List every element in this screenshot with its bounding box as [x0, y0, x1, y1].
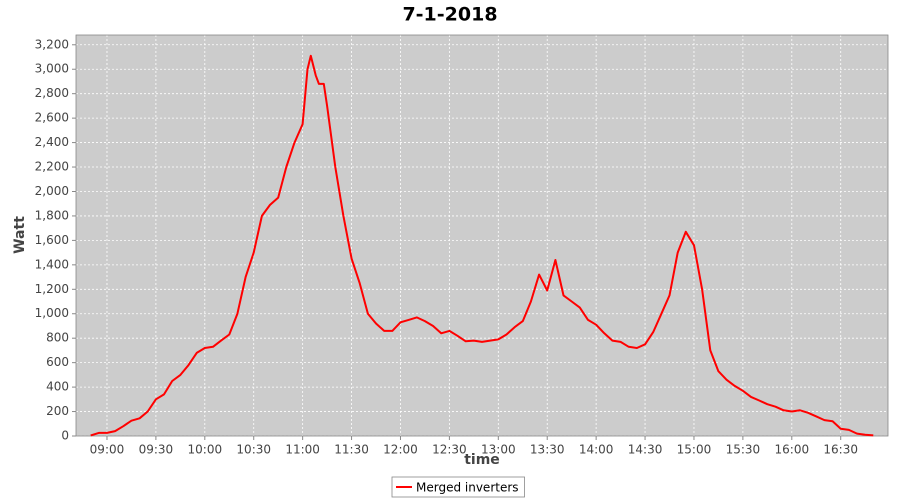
y-tick-label: 0 [61, 429, 69, 443]
y-tick-label: 2,600 [35, 111, 69, 125]
x-tick-label: 14:30 [628, 443, 663, 457]
plot-border [75, 34, 889, 437]
x-tick-label: 15:30 [726, 443, 761, 457]
y-tick-label: 2,000 [35, 184, 69, 198]
x-tick-label: 09:30 [139, 443, 174, 457]
x-tick-label: 09:00 [90, 443, 125, 457]
line [90, 54, 874, 437]
x-tick-label: 12:00 [383, 443, 418, 457]
x-tick-label: 10:00 [188, 443, 223, 457]
y-tick-label: 600 [46, 355, 69, 369]
y-tick-label: 2,400 [35, 135, 69, 149]
x-tick-label: 14:00 [579, 443, 614, 457]
y-tick-label: 800 [46, 331, 69, 345]
x-tick-label: 11:30 [334, 443, 369, 457]
y-tick-label: 1,200 [35, 282, 69, 296]
y-tick-label: 3,200 [35, 37, 69, 51]
y-tick-label: 2,200 [35, 160, 69, 174]
x-tick-label: 11:00 [285, 443, 320, 457]
x-tick-label: 12:30 [432, 443, 467, 457]
y-tick-label: 1,000 [35, 306, 69, 320]
y-tick-label: 1,600 [35, 233, 69, 247]
y-tick-label: 400 [46, 380, 69, 394]
y-tick-label: 2,800 [35, 86, 69, 100]
x-tick-label: 13:00 [481, 443, 516, 457]
plot-area [76, 35, 888, 436]
y-tick-label: 3,000 [35, 62, 69, 76]
chart-title: 7-1-2018 [402, 4, 497, 26]
x-tick-label: 10:30 [236, 443, 271, 457]
x-tick-label: 16:00 [775, 443, 810, 457]
y-tick-label: 1,800 [35, 208, 69, 222]
x-tick-label: 15:00 [677, 443, 712, 457]
x-tick-label: 13:30 [530, 443, 565, 457]
y-tick-label: 200 [46, 404, 69, 418]
y-tick-label: 1,400 [35, 257, 69, 271]
x-tick-label: 16:30 [823, 443, 858, 457]
legend-box [391, 476, 525, 498]
y-axis-label: Watt [12, 216, 28, 254]
x-axis-label: time [464, 452, 500, 468]
legend-label: Merged inverters [416, 481, 519, 495]
